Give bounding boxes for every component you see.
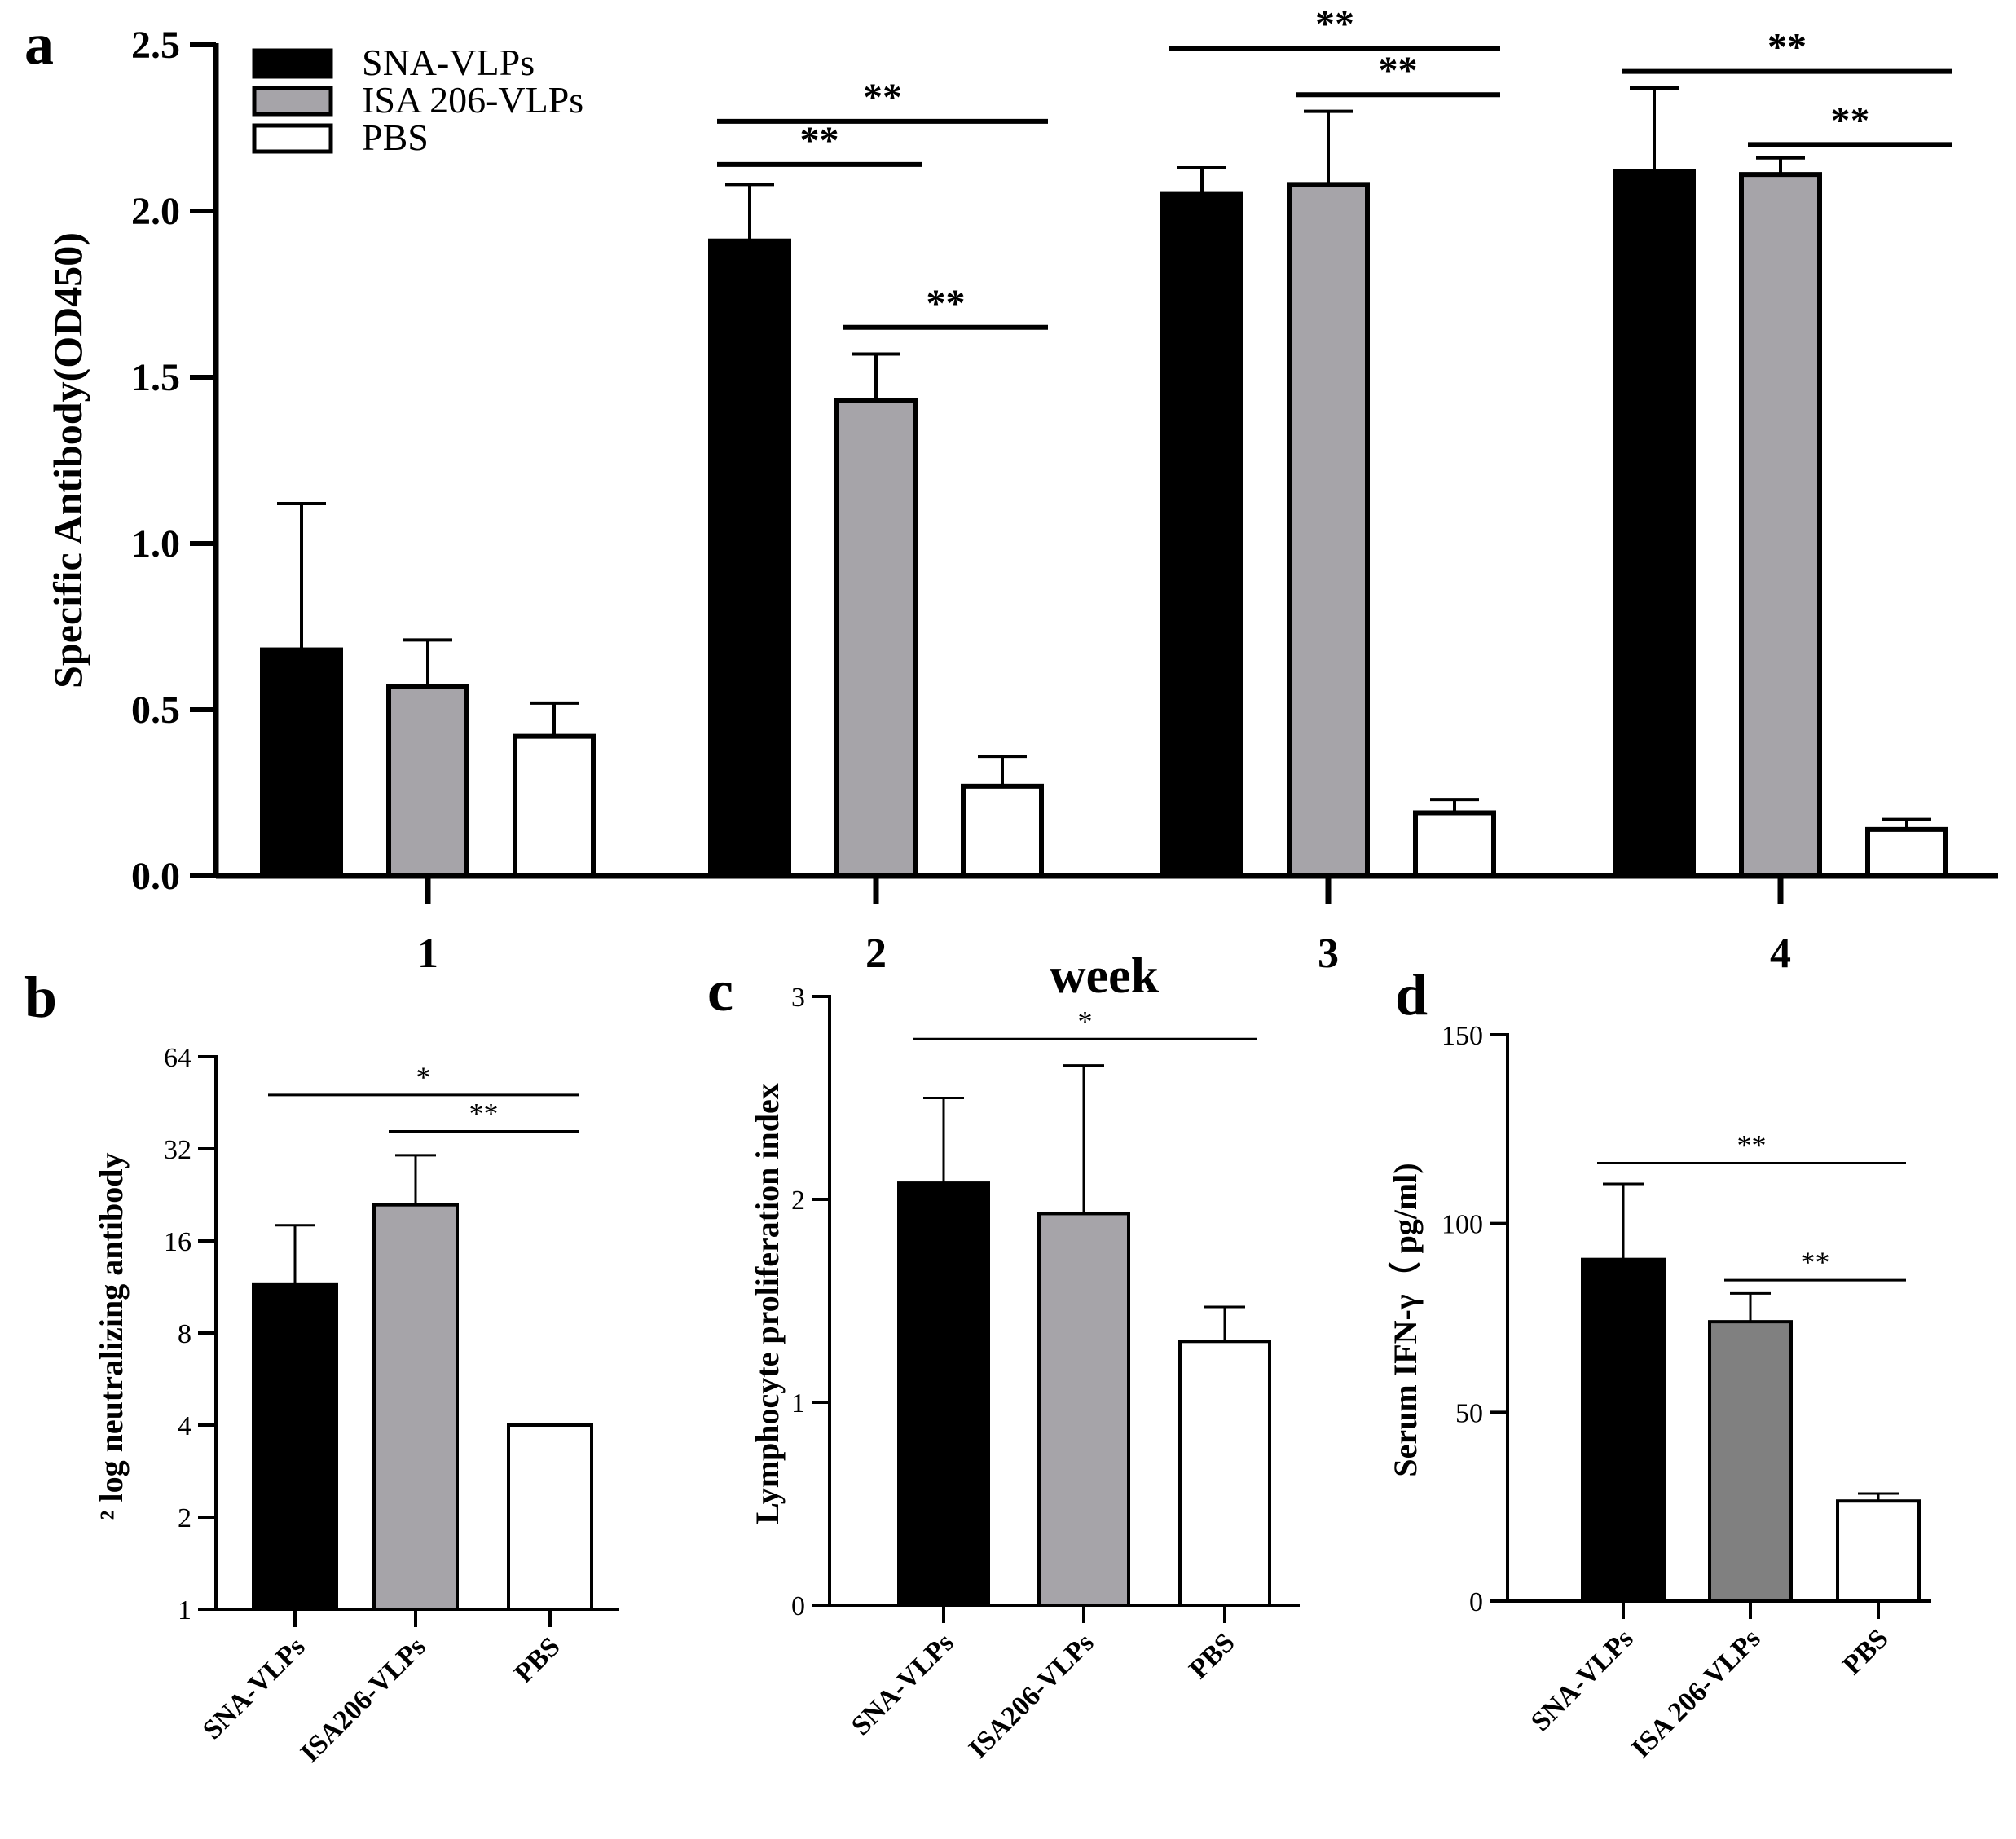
bar: [1708, 1320, 1793, 1603]
bar: [260, 647, 343, 878]
y-tick-label: 1: [178, 1595, 191, 1626]
y-tick-label: 1.5: [131, 356, 180, 399]
x-tick-label: 3: [1318, 930, 1339, 977]
bar: [386, 684, 469, 878]
significance-label: **: [927, 282, 966, 325]
legend-label: ISA 206-VLPs: [362, 79, 583, 121]
y-axis-label: Lymphocyte proliferation index: [749, 1083, 786, 1524]
legend-swatch: [252, 86, 333, 117]
bar: [1413, 810, 1496, 878]
significance-label: **: [1737, 1129, 1767, 1162]
bar: [1581, 1257, 1666, 1604]
x-tick-label: SNA-VLPs: [846, 1627, 960, 1741]
bar: [1613, 169, 1696, 879]
y-tick-label: 0: [791, 1591, 805, 1621]
panel-letter-d: d: [1395, 962, 1428, 1027]
x-tick-label: SNA-VLPs: [197, 1631, 311, 1745]
bar: [708, 238, 791, 879]
bar: [897, 1181, 990, 1607]
x-tick-label: SNA-VLPs: [1525, 1623, 1640, 1737]
y-tick-label: 1: [791, 1388, 805, 1419]
significance-label: **: [1801, 1246, 1830, 1278]
panel-letter-a: a: [24, 11, 54, 77]
y-tick-label: 50: [1455, 1398, 1483, 1428]
panel-a: a 0.0 0.5 1.0 1.5 2.0 2.5 1 2 3 4 week Specific Anti…: [24, 2, 1998, 1004]
y-tick-label: 2.0: [131, 190, 180, 233]
bar: [1836, 1499, 1921, 1604]
bar: [1178, 1340, 1271, 1608]
bar: [1287, 182, 1370, 879]
x-axis-label: week: [1050, 948, 1160, 1004]
significance-label: **: [1315, 2, 1354, 46]
significance-label: **: [1831, 99, 1870, 142]
panel-c: c 0 1 2 3 SNA-VLPs ISA206-VLPs PBS * Lymphocyte p…: [707, 958, 1300, 1764]
y-axis-label: ² log neutralizing antibody: [93, 1153, 130, 1520]
y-tick-label: 0.0: [131, 855, 180, 898]
x-tick-label: 1: [417, 930, 438, 977]
legend-swatch: [252, 123, 333, 154]
significance-label: **: [469, 1098, 499, 1130]
bar: [1865, 826, 1948, 879]
significance-label: *: [1078, 1005, 1093, 1037]
y-axis-label: Specific Antibody(OD450): [45, 232, 90, 689]
bar: [961, 783, 1044, 879]
bar: [252, 1282, 338, 1612]
significance-label: **: [1767, 26, 1807, 69]
y-tick-label: 32: [164, 1135, 191, 1165]
significance-label: **: [1379, 49, 1418, 92]
y-tick-label: 64: [164, 1043, 191, 1073]
x-tick-label: 4: [1770, 930, 1791, 977]
legend-label: PBS: [362, 117, 429, 158]
y-tick-label: 2: [791, 1186, 805, 1216]
bar: [513, 733, 596, 879]
x-tick-label: ISA206-VLPs: [963, 1627, 1100, 1764]
legend-swatch: [252, 48, 333, 79]
x-tick-label: PBS: [1837, 1623, 1894, 1680]
bar: [1739, 172, 1822, 878]
bar: [1160, 191, 1243, 879]
y-tick-label: 16: [164, 1227, 191, 1257]
x-tick-label: ISA206-VLPs: [295, 1631, 432, 1768]
y-tick-label: 0: [1469, 1587, 1483, 1617]
y-tick-label: 150: [1442, 1021, 1483, 1051]
y-axis-label: Serum IFN-γ（ pg/ml): [1387, 1163, 1424, 1476]
bar: [372, 1203, 459, 1611]
bar: [507, 1423, 593, 1611]
panel-letter-c: c: [707, 958, 733, 1023]
y-tick-label: 3: [791, 983, 805, 1013]
x-tick-label: PBS: [1183, 1627, 1240, 1684]
significance-label: **: [800, 119, 839, 162]
significance-label: **: [863, 76, 902, 119]
y-tick-label: 8: [178, 1319, 191, 1349]
panel-letter-b: b: [24, 965, 57, 1030]
y-tick-label: 4: [178, 1411, 191, 1441]
x-tick-label: 2: [865, 930, 887, 977]
y-tick-label: 0.5: [131, 689, 180, 732]
significance-label: *: [416, 1061, 431, 1093]
legend-label: SNA-VLPs: [362, 42, 535, 83]
x-tick-label: ISA 206-VLPs: [1626, 1623, 1766, 1763]
y-tick-label: 2: [178, 1503, 191, 1533]
bar: [834, 398, 918, 878]
bar: [1037, 1212, 1130, 1608]
y-tick-label: 1.0: [131, 522, 180, 565]
x-tick-label: PBS: [508, 1631, 566, 1688]
y-tick-label: 100: [1442, 1210, 1483, 1240]
y-tick-label: 2.5: [131, 24, 180, 67]
